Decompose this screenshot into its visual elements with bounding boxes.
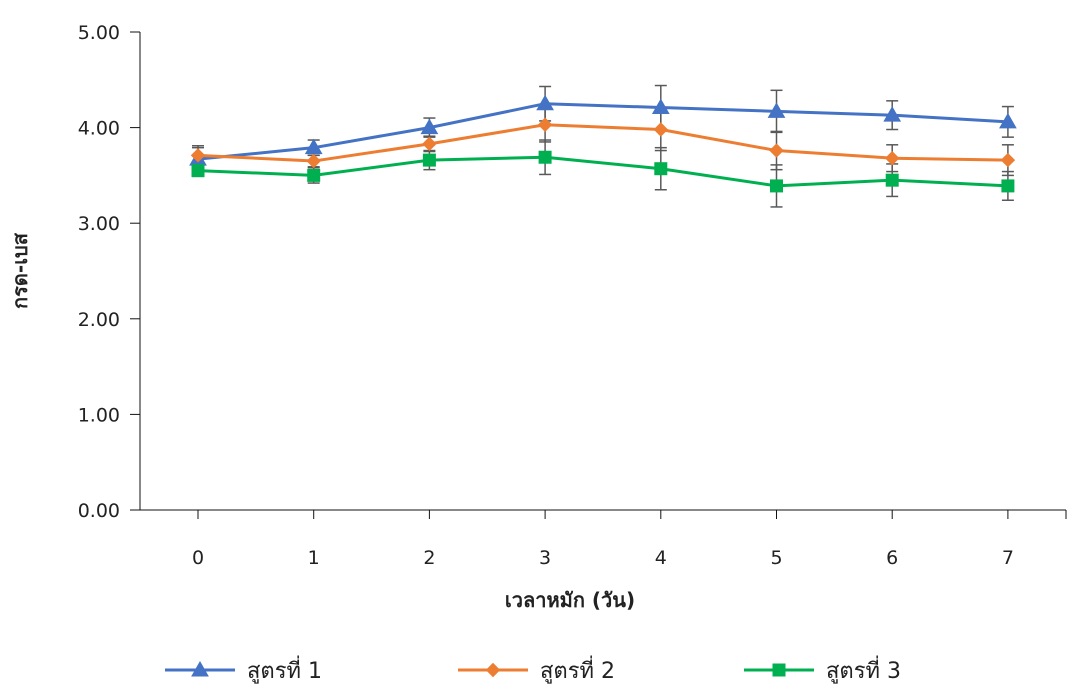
x-tick-label: 7 <box>1002 547 1014 569</box>
data-point-triangle <box>304 138 323 155</box>
y-ticks: 0.00 1.00 2.00 3.00 4.00 5.00 <box>78 22 140 522</box>
data-point-diamond <box>653 122 669 137</box>
data-point-triangle <box>767 102 786 118</box>
legend-label: สูตรที่ 2 <box>540 655 615 684</box>
data-point-triangle <box>999 112 1017 129</box>
data-point-diamond <box>190 148 206 163</box>
series-line-2 <box>197 123 1008 163</box>
y-tick-label: 1.00 <box>78 404 120 426</box>
legend-marker-triangle <box>191 660 209 677</box>
legend-item-2: สูตรที่ 2 <box>458 655 615 684</box>
x-tick-label: 3 <box>539 547 551 569</box>
data-point-square <box>422 153 436 167</box>
legend-item-3: สูตรที่ 3 <box>744 655 901 684</box>
y-tick-label: 5.00 <box>78 22 120 44</box>
y-tick-label: 3.00 <box>78 213 120 235</box>
x-tick-label: 6 <box>886 547 898 569</box>
data-point-square <box>191 164 205 178</box>
data-point-diamond <box>537 117 553 132</box>
data-point-square <box>885 173 899 187</box>
data-point-diamond <box>884 150 900 166</box>
data-point-diamond <box>306 153 321 169</box>
y-tick-label: 2.00 <box>78 309 120 331</box>
x-tick-label: 4 <box>655 547 667 569</box>
legend-marker-square <box>772 663 786 677</box>
legend-label: สูตรที่ 3 <box>826 655 901 684</box>
x-ticks: 0 1 2 3 4 5 6 7 <box>192 510 1067 569</box>
data-point-diamond <box>769 143 784 158</box>
legend-marker-diamond <box>485 662 501 678</box>
series-line-3 <box>197 155 1008 188</box>
x-tick-label: 0 <box>192 547 204 569</box>
x-axis-title: เวลาหมัก (วัน) <box>505 588 635 612</box>
data-point-triangle <box>651 98 670 115</box>
data-point-triangle <box>883 106 902 122</box>
series-lines <box>197 102 1008 188</box>
data-point-diamond <box>422 136 437 152</box>
y-axis-title: กรด-เบส <box>8 232 32 309</box>
data-point-square <box>538 150 552 164</box>
y-tick-label: 4.00 <box>78 118 120 140</box>
y-tick-label: 0.00 <box>78 500 120 522</box>
data-point-diamond <box>1000 152 1016 168</box>
data-point-square <box>307 168 321 182</box>
legend-label: สูตรที่ 1 <box>247 655 322 684</box>
data-point-square <box>1001 179 1015 193</box>
x-tick-label: 5 <box>770 547 782 569</box>
legend: สูตรที่ 1 สูตรที่ 2 สูตรที่ 3 <box>165 655 901 684</box>
data-point-triangle <box>420 118 439 135</box>
data-point-square <box>770 179 783 193</box>
series-line-1 <box>197 102 1008 161</box>
x-tick-label: 1 <box>308 547 320 569</box>
data-point-square <box>654 162 668 176</box>
data-point-triangle <box>536 94 554 111</box>
legend-item-1: สูตรที่ 1 <box>165 655 322 684</box>
series-markers <box>189 94 1017 193</box>
x-tick-label: 2 <box>423 547 435 569</box>
axes <box>139 32 1066 511</box>
